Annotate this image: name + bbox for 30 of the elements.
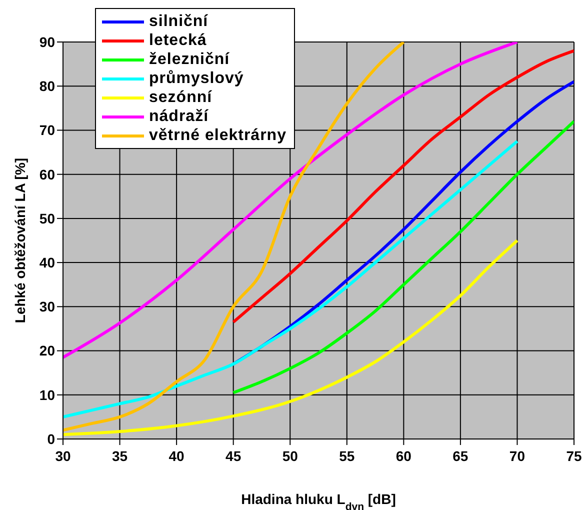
legend-label: silniční [149, 12, 208, 30]
x-tick-label: 70 [509, 448, 526, 464]
x-tick-label: 75 [566, 448, 582, 464]
y-tick-label: 70 [39, 122, 56, 138]
y-tick-label: 30 [39, 298, 56, 315]
legend-label: sezónní [149, 88, 212, 106]
y-tick-label: 80 [39, 78, 56, 94]
legend-label: železniční [149, 50, 230, 68]
x-axis-title: Hladina hluku L$_{dvn}$ [dB] [241, 491, 396, 510]
x-tick-label: 55 [339, 448, 355, 464]
y-tick-label: 60 [39, 166, 56, 182]
x-tick-label: 50 [282, 448, 298, 464]
x-tick-label: 45 [226, 448, 242, 464]
y-tick-label: 10 [39, 386, 56, 403]
y-tick-label: 40 [39, 254, 56, 271]
y-tick-label: 90 [39, 34, 56, 50]
legend-label: letecká [149, 32, 207, 50]
y-tick-label: 20 [39, 342, 56, 359]
x-tick-label: 30 [55, 448, 71, 464]
legend-label: nádraží [149, 108, 209, 126]
y-tick-label: 50 [39, 210, 56, 226]
y-tick-label: 0 [47, 430, 56, 447]
x-tick-label: 65 [452, 448, 468, 464]
x-tick-label: 40 [168, 448, 185, 464]
y-axis-title: Lehké obtěžování LA [%] [12, 158, 28, 324]
x-tick-label: 60 [396, 448, 412, 464]
legend-label: větrné elektrárny [149, 126, 286, 144]
line-series [63, 239, 519, 436]
x-tick-label: 35 [112, 448, 128, 464]
legend-label: průmyslový [149, 70, 244, 88]
